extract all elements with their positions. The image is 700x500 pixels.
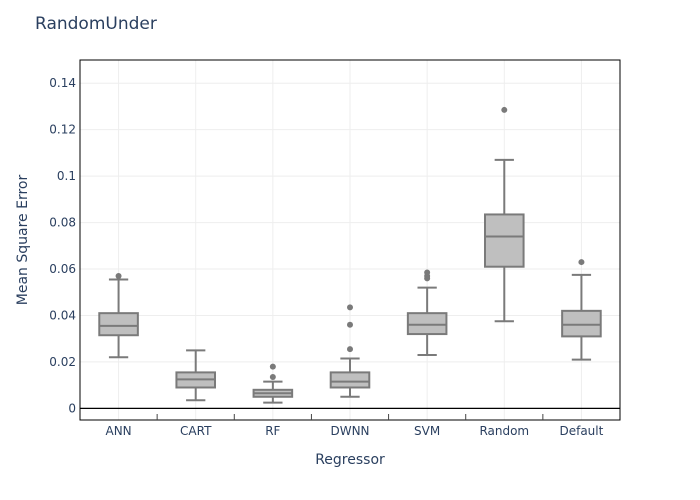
box-random — [484, 106, 525, 323]
outlier-point — [578, 259, 585, 266]
outlier-point — [347, 321, 353, 328]
x-tick-label: CART — [180, 424, 212, 438]
box-iqr — [329, 371, 371, 389]
box-cart — [175, 349, 217, 402]
y-tick-label: 0.06 — [49, 262, 76, 276]
y-tick-label: 0.1 — [57, 169, 76, 183]
box-dwnn — [329, 304, 371, 398]
chart-title: RandomUnder — [35, 14, 157, 34]
box-ann — [98, 273, 139, 359]
x-tick-label: SVM — [414, 424, 440, 438]
axes-layer: 0 0.02 0.04 0.06 0.08 0.1 0.12 0.14 ANN CART RF DWN… — [49, 59, 621, 438]
outlier-point — [115, 273, 122, 279]
box-iqr — [98, 312, 139, 337]
plot-layer — [98, 106, 602, 404]
outlier-point — [501, 106, 508, 113]
outlier-point — [269, 374, 276, 381]
box-default — [561, 259, 602, 361]
x-tick-label: DWNN — [330, 424, 369, 438]
box-iqr — [406, 312, 448, 336]
y-tick-label: 0.12 — [49, 123, 76, 137]
y-axis-title: Mean Square Error — [15, 175, 31, 306]
x-tick-label: Random — [479, 424, 529, 438]
y-tick-label: 0 — [68, 401, 76, 415]
y-tick-label: 0.08 — [49, 216, 76, 230]
y-tick-label: 0.02 — [49, 355, 76, 369]
y-tick-label: 0.14 — [49, 76, 76, 90]
x-tick-label: RF — [265, 424, 280, 438]
box-iqr — [561, 309, 602, 338]
box-rf — [252, 363, 294, 404]
outlier-point — [424, 269, 431, 276]
outlier-point — [347, 346, 353, 353]
x-tick-label: ANN — [105, 424, 131, 438]
x-tick-label: Default — [559, 424, 603, 438]
outlier-point — [269, 363, 276, 370]
plot-frame — [79, 59, 621, 421]
x-axis-title: Regressor — [315, 452, 385, 468]
box-iqr — [484, 213, 525, 268]
outlier-point — [347, 304, 353, 311]
box-svm — [406, 269, 448, 356]
y-tick-label: 0.04 — [49, 308, 76, 322]
